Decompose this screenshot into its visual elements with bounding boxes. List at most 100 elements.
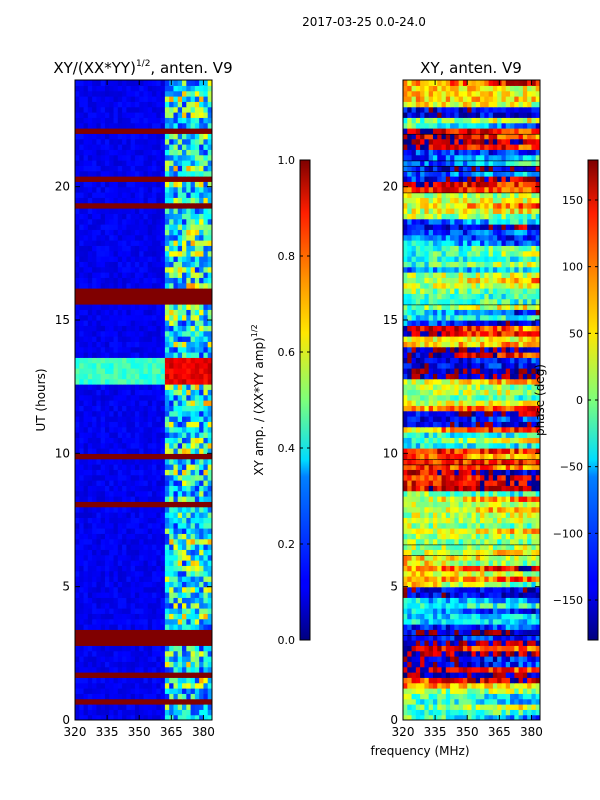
heatmap-cell xyxy=(109,394,115,401)
heatmap-cell xyxy=(186,256,192,262)
heatmap-cell xyxy=(190,208,196,214)
heatmap-cell xyxy=(134,570,140,577)
heatmap-cell xyxy=(190,138,196,145)
heatmap-cell xyxy=(92,538,98,545)
heatmap-cell xyxy=(79,192,85,198)
heatmap-cell xyxy=(160,336,166,342)
heatmap-cell xyxy=(92,512,98,518)
heatmap-cell xyxy=(113,581,119,588)
heatmap-cell xyxy=(134,144,140,150)
heatmap-cell xyxy=(130,138,136,145)
heatmap-cell xyxy=(143,704,149,710)
heatmap-cell xyxy=(104,570,110,577)
heatmap-cell xyxy=(96,661,102,668)
heatmap-cell xyxy=(203,714,209,720)
heatmap-cell xyxy=(92,261,98,268)
heatmap-cell xyxy=(83,101,89,108)
heatmap-cell xyxy=(514,544,520,550)
heatmap-cell xyxy=(130,448,136,454)
heatmap-cell xyxy=(83,314,89,321)
heatmap-cell xyxy=(199,384,205,390)
heatmap-cell xyxy=(173,570,179,577)
heatmap-cell xyxy=(104,650,110,657)
heatmap-cell xyxy=(75,330,80,337)
heatmap-cell xyxy=(194,245,200,252)
heatmap-cell xyxy=(432,586,438,593)
heatmap-cell xyxy=(471,650,477,657)
heatmap-cell xyxy=(203,314,209,321)
heatmap-cell xyxy=(194,277,200,284)
heatmap-cell xyxy=(403,618,408,625)
heatmap-cell xyxy=(143,272,149,278)
heatmap-cell xyxy=(75,80,80,86)
heatmap-cell xyxy=(122,416,127,422)
heatmap-cell xyxy=(164,714,170,720)
heatmap-cell xyxy=(169,592,175,598)
heatmap-cell xyxy=(203,101,209,108)
heatmap-cell xyxy=(113,320,119,326)
heatmap-cell xyxy=(134,186,140,193)
heatmap-cell xyxy=(92,298,98,305)
heatmap-cell xyxy=(173,698,179,705)
heatmap-cell xyxy=(87,485,93,492)
heatmap-cell xyxy=(186,186,192,193)
heatmap-cell xyxy=(177,544,183,550)
heatmap-cell xyxy=(117,448,123,454)
heatmap-cell xyxy=(122,234,127,241)
heatmap-cell xyxy=(190,597,196,604)
heatmap-cell xyxy=(441,597,447,604)
heatmap-cell xyxy=(83,517,89,524)
heatmap-cell xyxy=(126,133,132,140)
heatmap-cell xyxy=(87,650,93,657)
heatmap-cell xyxy=(139,298,145,305)
heatmap-cell xyxy=(117,384,123,390)
heatmap-cell xyxy=(207,714,212,720)
heatmap-cell xyxy=(126,426,132,433)
heatmap-cell xyxy=(134,533,140,540)
heatmap-cell xyxy=(147,90,153,97)
heatmap-cell xyxy=(126,341,132,348)
heatmap-cell xyxy=(169,197,175,204)
heatmap-cell xyxy=(411,613,417,620)
heatmap-cell xyxy=(126,490,132,497)
heatmap-cell xyxy=(87,480,93,486)
heatmap-cell xyxy=(156,538,162,545)
heatmap-cell xyxy=(173,261,179,268)
heatmap-cell xyxy=(96,517,102,524)
heatmap-cell xyxy=(143,304,149,310)
heatmap-cell xyxy=(492,592,498,598)
heatmap-cell xyxy=(186,368,192,374)
heatmap-cell xyxy=(160,384,166,390)
heatmap-cell xyxy=(194,325,200,332)
heatmap-cell xyxy=(147,560,153,566)
heatmap-cell xyxy=(441,666,447,673)
heatmap-cell xyxy=(518,645,524,652)
heatmap-cell xyxy=(87,421,93,428)
heatmap-cell xyxy=(173,480,179,486)
heatmap-cell xyxy=(475,592,481,598)
heatmap-cell xyxy=(497,704,503,710)
heatmap-cell xyxy=(75,181,80,188)
heatmap-cell xyxy=(207,378,212,385)
heatmap-cell xyxy=(177,298,183,305)
heatmap-cell xyxy=(96,613,102,620)
heatmap-cell xyxy=(109,549,115,556)
heatmap-cell xyxy=(83,640,89,646)
heatmap-cell xyxy=(403,586,408,593)
heatmap-cell xyxy=(134,336,140,342)
heatmap-cell xyxy=(143,538,149,545)
heatmap-cell xyxy=(113,613,119,620)
heatmap-cell xyxy=(126,160,132,166)
heatmap-cell xyxy=(177,304,183,310)
heatmap-cell xyxy=(139,394,145,401)
heatmap-cell xyxy=(130,298,136,305)
heatmap-cell xyxy=(109,576,115,582)
heatmap-cell xyxy=(113,458,119,465)
heatmap-cell xyxy=(203,432,209,438)
heatmap-cell xyxy=(535,602,540,609)
heatmap-cell xyxy=(169,245,175,252)
heatmap-cell xyxy=(173,106,179,113)
heatmap-cell xyxy=(109,282,115,289)
heatmap-cell xyxy=(186,320,192,326)
heatmap-cell xyxy=(441,624,447,630)
